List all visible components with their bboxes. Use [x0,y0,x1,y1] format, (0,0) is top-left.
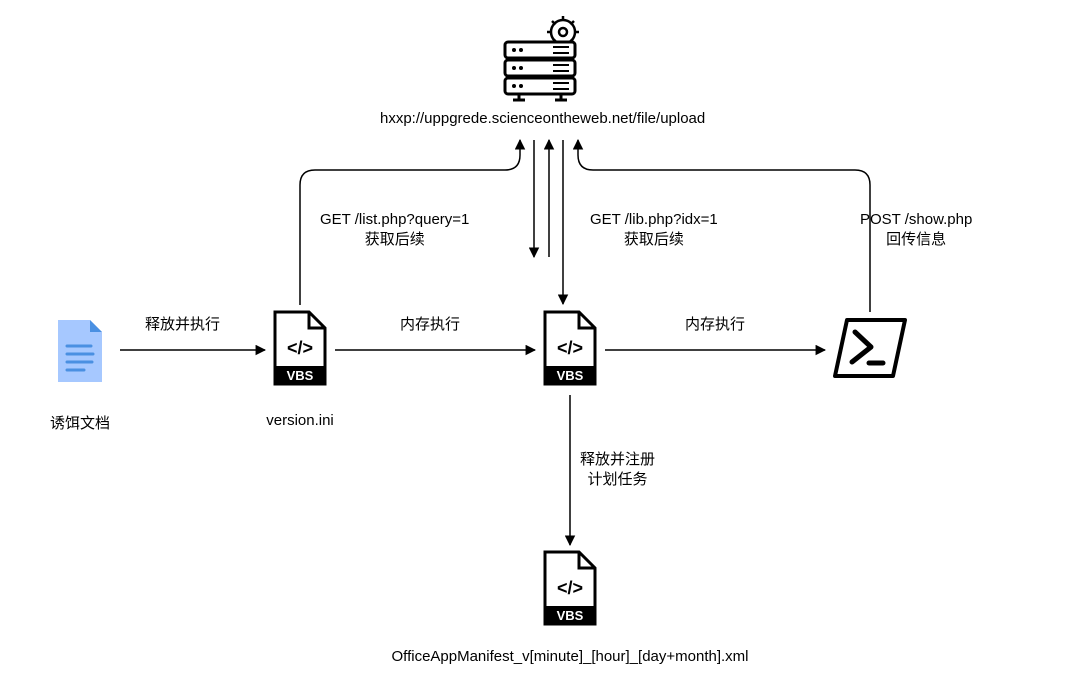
svg-text:VBS: VBS [557,608,584,623]
edge-label-e3: 内存执行 [685,315,745,335]
document-icon [58,320,102,382]
vbs1-label: version.ini [255,412,345,429]
powershell-icon [835,320,905,376]
svg-text:VBS: VBS [557,368,584,383]
edge-label-e5: GET /lib.php?idx=1 获取后续 [590,210,718,249]
svg-text:VBS: VBS [287,368,314,383]
edge-label-e7: 释放并注册 计划任务 [580,450,655,489]
svg-text:</>: </> [287,338,313,358]
server-label: hxxp://uppgrede.scienceontheweb.net/file… [380,110,700,127]
svg-text:</>: </> [557,578,583,598]
vbs-file-icon-1: </> VBS [275,312,325,384]
diagram-svg: </> VBS </> VBS </> VBS [0,0,1080,692]
edge-label-e2: 内存执行 [400,315,460,335]
edge-label-e6: POST /show.php 回传信息 [860,210,972,249]
vbs3-label: OfficeAppManifest_v[minute]_[hour]_[day+… [370,648,770,665]
edge-label-e4: GET /list.php?query=1 获取后续 [320,210,469,249]
edge-label-e1: 释放并执行 [145,315,220,335]
vbs-file-icon-2: </> VBS [545,312,595,384]
doc-label: 诱饵文档 [40,412,120,433]
server-icon [505,16,579,100]
vbs-file-icon-3: </> VBS [545,552,595,624]
diagram-canvas: { "type": "flowchart", "background_color… [0,0,1080,692]
svg-text:</>: </> [557,338,583,358]
